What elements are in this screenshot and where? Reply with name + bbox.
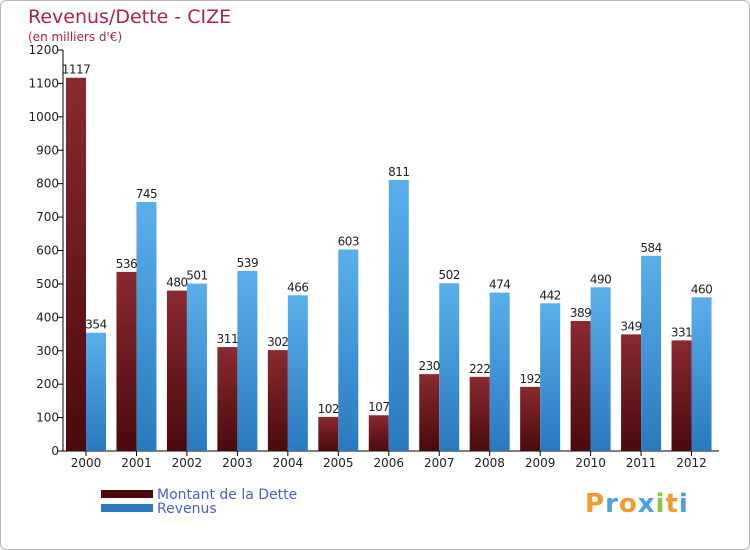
data-label-revenus: 811 (388, 165, 409, 179)
data-label-dette: 192 (519, 372, 540, 386)
bar-revenus (287, 295, 308, 451)
bar-revenus (439, 283, 460, 451)
bar-dette (671, 340, 692, 451)
bar-revenus (590, 287, 611, 451)
bar-revenus (691, 297, 712, 451)
y-tick-label: 400 (36, 310, 59, 324)
data-label-dette: 536 (116, 257, 137, 271)
y-tick-label: 200 (36, 377, 59, 391)
logo-letter: r (605, 489, 619, 519)
bar-revenus (388, 179, 409, 451)
bar-revenus (86, 332, 106, 451)
y-tick-label: 1100 (28, 76, 59, 90)
bar-revenus (641, 255, 662, 451)
bar-dette (419, 374, 440, 451)
x-tick-label: 2007 (424, 456, 455, 470)
data-label-revenus: 603 (338, 234, 359, 248)
data-label-dette: 102 (318, 402, 339, 416)
bar-dette (368, 415, 389, 451)
bar-dette (267, 350, 288, 451)
bar-dette (621, 334, 642, 451)
bar-dette (217, 347, 238, 451)
data-label-revenus: 584 (640, 241, 661, 255)
data-label-revenus: 490 (590, 272, 611, 286)
logo-letter: i (678, 489, 689, 519)
data-label-dette: 311 (217, 332, 238, 346)
data-label-dette: 389 (570, 306, 591, 320)
y-tick-label: 800 (36, 177, 59, 191)
x-tick-label: 2005 (323, 456, 354, 470)
data-label-dette: 331 (671, 325, 692, 339)
bar-dette (66, 77, 86, 451)
logo-letter: P (585, 489, 606, 519)
x-tick-label: 2009 (525, 456, 556, 470)
x-tick-label: 2006 (373, 456, 404, 470)
legend-label-revenus: Revenus (157, 501, 217, 517)
x-tick-label: 2001 (121, 456, 152, 470)
data-label-revenus: 354 (85, 318, 106, 332)
y-tick-label: 0 (51, 444, 59, 458)
data-label-revenus: 460 (691, 282, 712, 296)
bar-revenus (237, 270, 258, 451)
x-tick-label: 2002 (172, 456, 203, 470)
data-label-revenus: 474 (489, 278, 510, 292)
bar-dette (520, 386, 541, 451)
legend-swatch-revenus (101, 504, 153, 512)
y-tick-label: 500 (36, 277, 59, 291)
data-label-dette: 349 (620, 319, 641, 333)
data-label-dette: 480 (166, 276, 187, 290)
chart-subtitle: (en milliers d'€) (28, 30, 123, 44)
logo-letter: i (655, 489, 666, 519)
data-label-dette: 230 (419, 359, 440, 373)
legend-swatch-dette (101, 490, 153, 498)
x-tick-label: 2008 (474, 456, 505, 470)
logo-letter: x (637, 489, 656, 519)
bar-revenus (489, 292, 510, 451)
logo-letter: o (618, 489, 638, 519)
bar-revenus (338, 249, 359, 451)
bar-revenus (540, 303, 561, 451)
data-label-revenus: 745 (136, 187, 157, 201)
legend-item-dette: Montant de la Dette (101, 487, 421, 503)
y-tick-label: 300 (36, 344, 59, 358)
bar-dette (570, 321, 591, 451)
data-label-dette: 1117 (62, 63, 91, 77)
bar-dette (318, 416, 339, 451)
legend-item-revenus: Revenus (101, 501, 421, 517)
data-label-dette: 107 (368, 400, 389, 414)
y-tick-label: 900 (36, 143, 59, 157)
proxiti-logo: Proxiti (585, 489, 689, 519)
data-label-revenus: 501 (186, 269, 207, 283)
y-tick-label: 1000 (28, 110, 59, 124)
bar-dette (469, 376, 490, 451)
chart-bars (66, 77, 712, 451)
data-label-dette: 302 (267, 335, 288, 349)
data-label-revenus: 502 (439, 268, 460, 282)
x-tick-label: 2012 (676, 456, 707, 470)
bar-dette (166, 290, 187, 451)
x-tick-label: 2010 (575, 456, 606, 470)
y-tick-label: 1200 (28, 43, 59, 57)
chart-title: Revenus/Dette - CIZE (28, 6, 232, 28)
y-tick-label: 100 (36, 411, 59, 425)
bar-revenus (186, 283, 207, 451)
x-tick-label: 2011 (626, 456, 657, 470)
data-label-dette: 222 (469, 362, 490, 376)
logo-letter: t (665, 489, 679, 519)
data-label-revenus: 539 (237, 256, 258, 270)
legend-label-dette: Montant de la Dette (157, 487, 298, 503)
data-label-revenus: 466 (287, 280, 308, 294)
y-tick-label: 700 (36, 210, 59, 224)
data-label-revenus: 442 (539, 288, 560, 302)
x-tick-label: 2000 (71, 456, 102, 470)
x-tick-label: 2004 (273, 456, 304, 470)
y-tick-label: 600 (36, 244, 59, 258)
x-tick-label: 2003 (222, 456, 253, 470)
bar-revenus (136, 202, 157, 451)
bar-dette (116, 271, 137, 451)
